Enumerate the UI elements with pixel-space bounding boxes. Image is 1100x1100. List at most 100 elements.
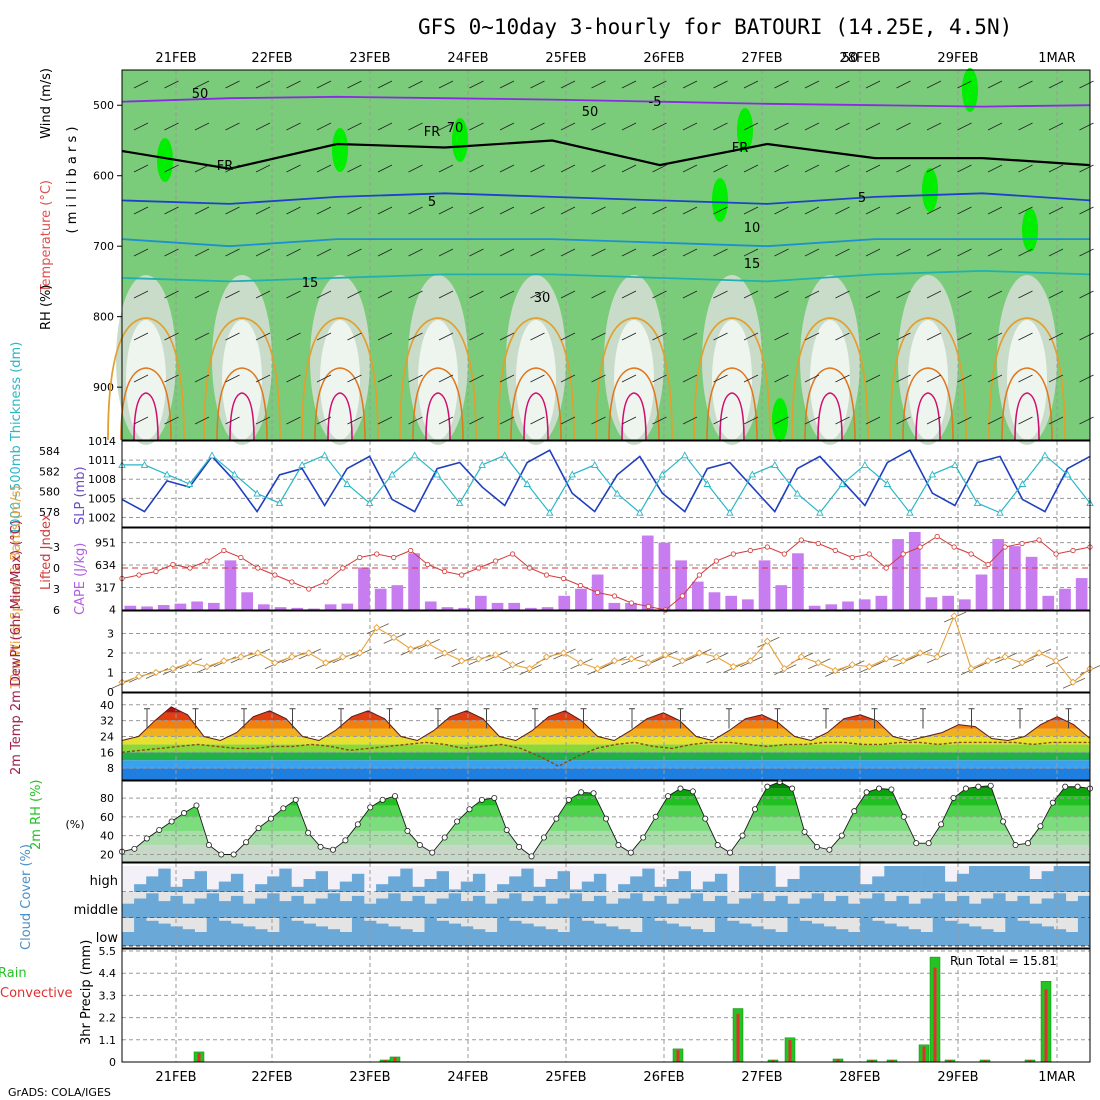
isotherm-30-arch <box>229 392 255 441</box>
wind-barb <box>408 416 423 425</box>
cloud-bar <box>932 893 946 918</box>
rh-2m-panel: 80 60 40 20 (%) <box>65 778 1094 863</box>
thickness-point <box>208 451 216 459</box>
cloud-bar <box>835 866 849 892</box>
wind-barb <box>1048 164 1064 173</box>
cloud-bar <box>497 898 510 918</box>
thickness-point <box>613 489 622 497</box>
rh-point <box>367 804 374 811</box>
wind-barb <box>225 290 240 299</box>
cloud-bar <box>618 929 631 946</box>
rh-point <box>1049 799 1056 806</box>
wind-barb <box>591 206 606 215</box>
cloud-bar <box>376 923 389 946</box>
wind-barb <box>835 206 850 215</box>
rh-point <box>640 834 647 841</box>
isotherm-25-arch <box>1001 367 1053 441</box>
upper-air-ylabel-pressure: ( m i l l i b a r s ) <box>65 127 80 234</box>
rh-point <box>789 785 796 792</box>
cloud-bar <box>206 889 220 892</box>
cloud-bar <box>267 893 280 918</box>
wind-barb <box>560 206 576 215</box>
wind-barb <box>682 80 698 89</box>
thickness-point <box>951 460 959 468</box>
rh-point <box>131 845 138 852</box>
lifted-index-point <box>594 589 601 596</box>
precip-bar-convective <box>948 1060 952 1062</box>
cloud-bar <box>472 873 486 892</box>
rh-point <box>143 835 150 842</box>
cloud-bar <box>460 926 474 946</box>
thickness-point <box>163 470 171 478</box>
cloud-bar <box>158 923 171 946</box>
wind-barb <box>530 374 545 383</box>
wind-barb <box>987 122 1003 131</box>
cloud-bar <box>291 895 304 918</box>
cloud-bar <box>351 895 365 918</box>
wind-barb <box>469 248 484 257</box>
date-label-top: 21FEB <box>155 51 196 66</box>
rh-point <box>416 842 423 849</box>
rh-point <box>342 837 349 844</box>
wind-barb <box>713 374 728 383</box>
slp-thickness-ylabel-left: 1000~500mb Thickness (dm) <box>9 342 24 535</box>
rh-point <box>404 827 411 834</box>
cloud-bar <box>400 929 413 946</box>
cloud-bar <box>376 884 389 892</box>
wind-barb <box>530 290 545 299</box>
wind-speed-point <box>305 649 313 657</box>
wind-barb <box>1018 122 1033 131</box>
wind-barb <box>591 290 606 299</box>
rh-point <box>218 851 225 858</box>
cloud-bar <box>763 929 776 946</box>
wind-barb <box>225 332 240 341</box>
rh-point <box>168 818 175 825</box>
wind-barb <box>377 332 393 341</box>
wind-barb <box>743 374 759 383</box>
wind-speed-point <box>882 655 890 663</box>
precip-bar-convective <box>1044 989 1048 1062</box>
cloud-bar <box>497 918 510 946</box>
date-label-bottom: 28FEB <box>839 1070 880 1085</box>
wind-barb <box>713 248 728 257</box>
cape-bar <box>374 588 387 610</box>
wind-barb <box>682 248 698 257</box>
li-cape-frame <box>121 527 1091 611</box>
thickness-point <box>703 480 712 487</box>
wind-barb <box>194 122 210 131</box>
wind-speed-point <box>322 659 330 667</box>
wind-barb <box>1079 248 1094 257</box>
cape-bar <box>241 592 254 610</box>
rh-very-dry-zone <box>320 320 360 440</box>
cape-bar <box>675 560 687 610</box>
cloud-bar <box>932 866 946 892</box>
li-cape-ylabel-left: Lifted Index <box>39 513 54 590</box>
rh-point <box>181 810 188 817</box>
wind-barb <box>469 206 484 215</box>
cloud-bar <box>981 898 994 918</box>
wind-barb <box>255 290 271 299</box>
cape-bar <box>658 542 671 610</box>
rh-point <box>962 785 969 792</box>
wind-barb <box>926 332 942 341</box>
isotherm-30-arch <box>719 392 745 441</box>
precip-tick-label: 3.3 <box>99 989 117 1002</box>
temp-dewpoint-frame <box>121 692 1091 781</box>
wind-barb <box>408 248 423 257</box>
wind-barb <box>621 416 637 425</box>
thickness-line <box>122 454 1091 514</box>
wind-barb <box>530 206 545 215</box>
cloud-bar <box>944 920 958 946</box>
cape-tick-label: 317 <box>95 582 116 595</box>
wind-barb <box>347 206 362 215</box>
thickness-point <box>681 451 689 459</box>
wind-barb <box>926 416 942 425</box>
cape-bar <box>541 607 554 610</box>
lifted-index-point <box>713 558 719 564</box>
wind-barb <box>530 122 545 131</box>
rh-point <box>255 825 262 832</box>
cloud-bar <box>896 895 909 918</box>
wind-barb <box>896 206 911 215</box>
thickness-point <box>816 508 824 516</box>
cape-bar <box>207 602 220 610</box>
